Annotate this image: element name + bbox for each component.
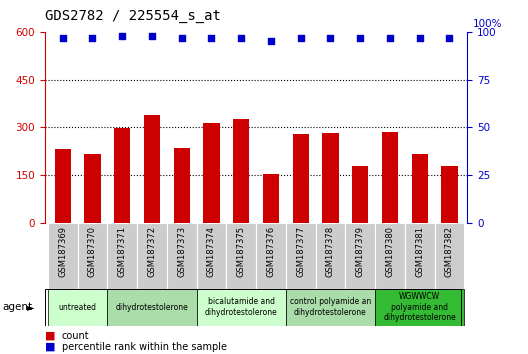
Text: bicalutamide and
dihydrotestolerone: bicalutamide and dihydrotestolerone	[205, 297, 278, 317]
Bar	[48, 223, 78, 289]
Text: GSM187373: GSM187373	[177, 225, 186, 277]
Bar	[196, 289, 286, 326]
Bar	[107, 223, 137, 289]
Bar	[54, 149, 71, 223]
Point	[356, 35, 364, 40]
Text: GSM187380: GSM187380	[385, 225, 394, 276]
Bar	[322, 133, 338, 223]
Point	[416, 35, 424, 40]
Text: dihydrotestolerone: dihydrotestolerone	[116, 303, 188, 312]
Bar	[375, 289, 464, 326]
Bar	[405, 223, 435, 289]
Text: GSM187377: GSM187377	[296, 225, 305, 277]
Text: count: count	[62, 331, 89, 341]
Text: GSM187371: GSM187371	[118, 225, 127, 276]
Text: GSM187378: GSM187378	[326, 225, 335, 277]
Point	[326, 35, 335, 40]
Bar	[174, 148, 190, 223]
Text: untreated: untreated	[59, 303, 97, 312]
Point	[88, 35, 97, 40]
Point	[118, 33, 126, 39]
Text: GSM187372: GSM187372	[147, 225, 156, 276]
Bar	[286, 223, 316, 289]
Text: GSM187382: GSM187382	[445, 225, 454, 276]
Bar	[382, 132, 398, 223]
Text: ■: ■	[45, 331, 55, 341]
Point	[207, 35, 215, 40]
Bar	[441, 166, 458, 223]
Text: GSM187375: GSM187375	[237, 225, 246, 276]
Bar	[144, 115, 160, 223]
Bar	[114, 128, 130, 223]
Bar	[411, 154, 428, 223]
Point	[177, 35, 186, 40]
Text: control polyamide an
dihydrotestolerone: control polyamide an dihydrotestolerone	[290, 297, 371, 317]
Text: GDS2782 / 225554_s_at: GDS2782 / 225554_s_at	[45, 9, 221, 23]
Point	[297, 35, 305, 40]
Text: GSM187370: GSM187370	[88, 225, 97, 276]
Bar	[167, 223, 196, 289]
Point	[445, 35, 454, 40]
Bar	[435, 223, 464, 289]
Bar	[286, 289, 375, 326]
Bar	[107, 289, 196, 326]
Text: ■: ■	[45, 342, 55, 352]
Text: GSM187381: GSM187381	[415, 225, 424, 276]
Text: ►: ►	[27, 302, 34, 312]
Bar	[84, 154, 101, 223]
Bar	[293, 135, 309, 223]
Bar	[256, 223, 286, 289]
Bar	[352, 166, 369, 223]
Bar	[203, 123, 220, 223]
Bar	[375, 223, 405, 289]
Bar	[233, 120, 249, 223]
Bar	[196, 223, 227, 289]
Point	[386, 35, 394, 40]
Point	[237, 35, 246, 40]
Bar	[227, 223, 256, 289]
Text: GSM187376: GSM187376	[267, 225, 276, 277]
Text: percentile rank within the sample: percentile rank within the sample	[62, 342, 227, 352]
Bar	[316, 223, 345, 289]
Text: agent: agent	[3, 302, 33, 312]
Point	[267, 39, 275, 44]
Point	[148, 33, 156, 39]
Bar	[263, 174, 279, 223]
Text: GSM187379: GSM187379	[356, 225, 365, 276]
Point	[59, 35, 67, 40]
Bar	[137, 223, 167, 289]
Text: WGWWCW
polyamide and
dihydrotestolerone: WGWWCW polyamide and dihydrotestolerone	[383, 292, 456, 322]
Bar	[48, 289, 107, 326]
Text: GSM187369: GSM187369	[58, 225, 67, 276]
Bar	[78, 223, 107, 289]
Text: 100%: 100%	[473, 19, 502, 29]
Text: GSM187374: GSM187374	[207, 225, 216, 276]
Bar	[345, 223, 375, 289]
